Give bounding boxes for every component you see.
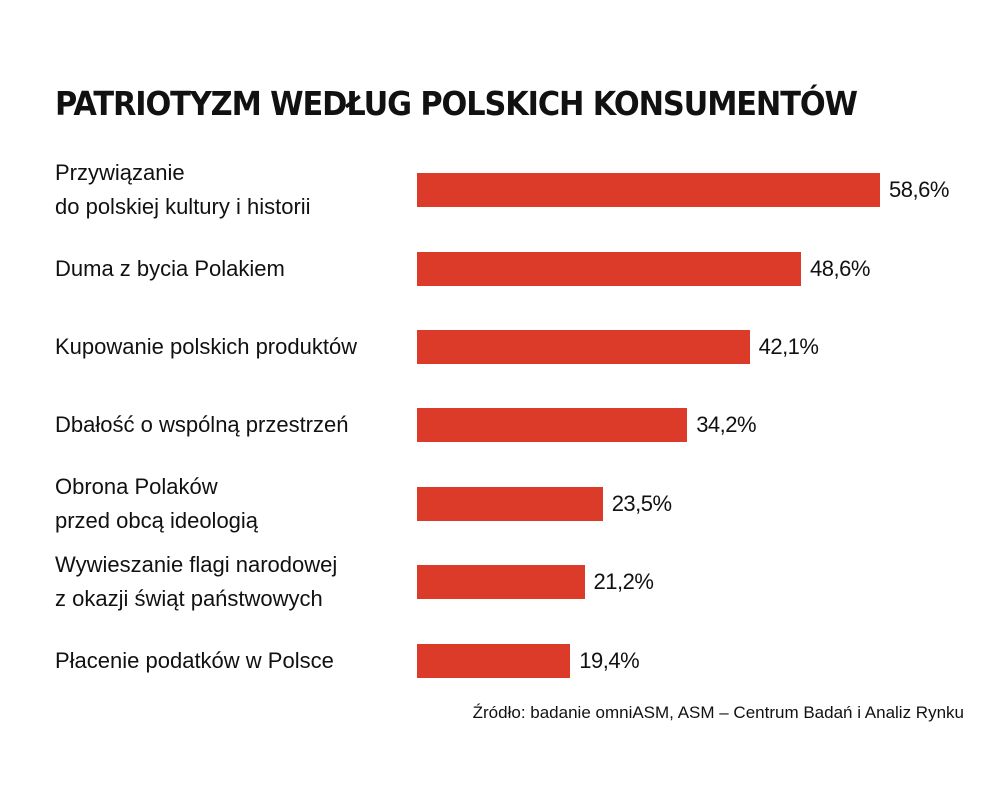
value-label: 48,6% [810, 256, 870, 281]
category-label: Obrona Polaków przed obcą ideologią [55, 470, 258, 538]
category-label-line: z okazji świąt państwowych [55, 586, 323, 611]
category-label: Duma z bycia Polakiem [55, 252, 285, 286]
bar [417, 173, 880, 207]
bar [417, 330, 750, 364]
chart-title: PATRIOTYZM WEDŁUG POLSKICH KONSUMENTÓW [55, 84, 858, 123]
value-label: 34,2% [696, 412, 757, 437]
category-label-line: Płacenie podatków w Polsce [55, 648, 334, 673]
bar [417, 565, 585, 599]
category-label-line: do polskiej kultury i historii [55, 194, 311, 219]
category-label: Kupowanie polskich produktów [55, 330, 357, 364]
value-label: 19,4% [579, 648, 640, 673]
category-label-line: Duma z bycia Polakiem [55, 256, 285, 281]
value-label: 21,2% [593, 569, 654, 594]
bar [417, 408, 688, 442]
bar [417, 487, 603, 521]
category-label-line: Przywiązanie [55, 160, 185, 185]
category-label-line: Dbałość o wspólną przestrzeń [55, 412, 349, 437]
category-label: Przywiązanie do polskiej kultury i histor… [55, 156, 311, 224]
value-label: 23,5% [611, 491, 672, 516]
category-label: Wywieszanie flagi narodowej z okazji świą… [55, 548, 337, 616]
category-label-line: przed obcą ideologią [55, 508, 259, 533]
category-label-line: Kupowanie polskich produktów [55, 334, 358, 359]
category-label-line: Wywieszanie flagi narodowej [55, 552, 338, 577]
value-label: 42,1% [758, 334, 819, 359]
source-note: Źródło: badanie omniASM, ASM – Centrum B… [472, 703, 964, 722]
value-label: 58,6% [889, 177, 949, 202]
bar [417, 644, 571, 678]
bar [417, 252, 801, 286]
category-label: Dbałość o wspólną przestrzeń [55, 408, 348, 442]
category-label: Płacenie podatków w Polsce [55, 644, 334, 678]
category-label-line: Obrona Polaków [55, 474, 218, 499]
